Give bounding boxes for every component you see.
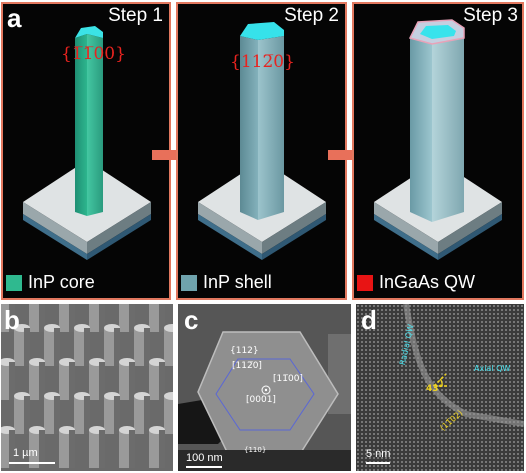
sem-array-image bbox=[1, 304, 173, 471]
sem-nanowire-shade bbox=[144, 396, 150, 434]
sem-nanowire-shade bbox=[129, 362, 135, 400]
sem-nanowire-shade bbox=[159, 430, 165, 468]
sem-nanowire-shade bbox=[9, 304, 15, 332]
sem-nanowire bbox=[164, 328, 173, 366]
sem-nanowire-shade bbox=[39, 304, 45, 332]
sem-nanowire-shade bbox=[39, 362, 45, 400]
panel-a: a Step 1 {1̅1̅00} InP core bbox=[1, 2, 171, 300]
sem-nanowire-shade bbox=[129, 430, 135, 468]
scale-bar-b bbox=[9, 462, 55, 464]
panel-b-sem: b 1 µm bbox=[1, 304, 173, 471]
sem-nanowire-shade bbox=[24, 328, 30, 366]
sem-nanowire-shade bbox=[114, 328, 120, 366]
sem-nanowire-shade bbox=[69, 430, 75, 468]
sem-nanowire-shade bbox=[54, 328, 60, 366]
legend-item-core: InP core bbox=[6, 272, 95, 293]
sem-nanowire-shade bbox=[54, 396, 60, 434]
sem-nanowire-shade bbox=[99, 430, 105, 468]
panel-letter-a: a bbox=[7, 3, 22, 33]
sem-nanowire-shade bbox=[129, 304, 135, 332]
angle-label: 43° bbox=[426, 384, 444, 394]
panel-c-qw: Step 3 InGaAs QW bbox=[352, 2, 524, 300]
sem-nanowire-shade bbox=[99, 304, 105, 332]
sem-nanowire-shade bbox=[9, 362, 15, 400]
panel-letter-d: d bbox=[361, 305, 377, 335]
scale-label-d: 5 nm bbox=[366, 448, 391, 460]
sem-nanowire-shade bbox=[159, 304, 165, 332]
panel-letter-c: c bbox=[184, 305, 199, 335]
step-1-label: Step 1 bbox=[108, 5, 163, 26]
tem-label-11-20: [112̅0] bbox=[232, 361, 262, 371]
legend-label-shell: InP shell bbox=[203, 272, 272, 292]
sem-nanowire-shade bbox=[159, 362, 165, 400]
tem-label-112: {112} bbox=[230, 346, 259, 356]
scale-label-c: 100 nm bbox=[186, 452, 223, 464]
sem-nanowire-shade bbox=[24, 396, 30, 434]
scale-bar-c bbox=[186, 466, 222, 468]
legend-swatch-qw bbox=[357, 274, 373, 291]
facet-label-1: {1̅1̅00} bbox=[61, 44, 126, 64]
legend-label-core: InP core bbox=[28, 272, 95, 292]
sem-nanowire-shade bbox=[99, 362, 105, 400]
panel-d-hrtem: d Radial QW Axial QW 43° (11̅02) 5 nm bbox=[356, 304, 524, 471]
sem-nanowire-tip bbox=[164, 392, 173, 400]
sem-nanowire-shade bbox=[84, 328, 90, 366]
tem-label-0001: [0001] bbox=[246, 395, 276, 405]
sem-nanowire-shade bbox=[69, 362, 75, 400]
sem-nanowire-shade bbox=[69, 304, 75, 332]
facet-label-2: {112̅0} bbox=[230, 52, 295, 72]
panel-c-tem: c {112} [112̅0] [11̅00] [0001] {110} 100… bbox=[178, 304, 351, 471]
sem-nanowire-shade bbox=[114, 396, 120, 434]
tem-label-110: {110} bbox=[244, 446, 267, 454]
panel-letter-b: b bbox=[4, 305, 20, 335]
shell-nanowire-illustration bbox=[198, 22, 326, 260]
sem-nanowire-shade bbox=[84, 396, 90, 434]
axial-qw-label: Axial QW bbox=[474, 364, 511, 373]
legend-label-qw: InGaAs QW bbox=[379, 272, 476, 292]
legend-item-qw: InGaAs QW bbox=[357, 272, 475, 293]
scale-bar-d bbox=[366, 462, 390, 464]
sem-nanowire-shade bbox=[39, 430, 45, 468]
hrtem-lattice-image bbox=[356, 304, 524, 471]
qw-nanowire-illustration bbox=[374, 19, 502, 260]
step-3-label: Step 3 bbox=[463, 5, 518, 26]
core-nanowire-illustration bbox=[23, 26, 151, 260]
panel-b-shell: Step 2 {112̅0} InP shell bbox=[176, 2, 347, 300]
legend-swatch-shell bbox=[181, 274, 197, 291]
sem-nanowire-shade bbox=[144, 328, 150, 366]
legend-swatch-core bbox=[6, 274, 22, 291]
sem-nanowire-shade bbox=[9, 430, 15, 468]
scale-label-b: 1 µm bbox=[13, 447, 38, 459]
legend-item-shell: InP shell bbox=[181, 272, 272, 293]
sem-nanowire bbox=[164, 396, 173, 434]
sem-nanowire-tip bbox=[164, 324, 173, 332]
tem-label-1-100: [11̅00] bbox=[273, 374, 303, 384]
tem-cross-section-image bbox=[178, 304, 351, 471]
step-2-label: Step 2 bbox=[284, 5, 339, 26]
